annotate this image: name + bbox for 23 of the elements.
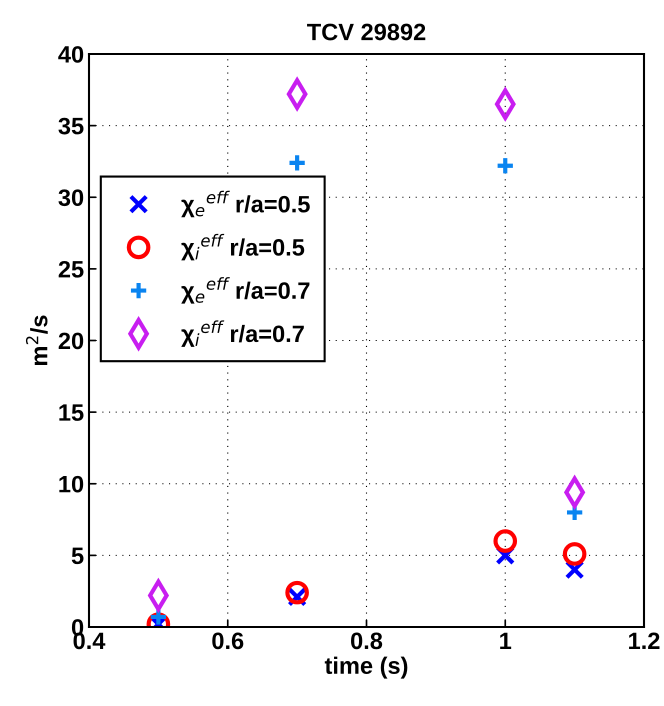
x-axis-title: time (s) xyxy=(324,656,408,679)
y-tick-label: 20 xyxy=(58,332,84,350)
y-tick-label: 5 xyxy=(72,548,84,564)
legend-label: χ$_{e}$$^{eff}$ r/a=0.5 xyxy=(181,190,310,218)
point xyxy=(496,156,515,176)
legend-label: χ$_{e}$$^{eff}$ r/a=0.7 xyxy=(181,277,310,304)
y-axis-title: m$^{2}$/s xyxy=(26,315,48,366)
x-tick-label: 1 xyxy=(500,632,512,649)
point xyxy=(285,580,309,604)
point xyxy=(493,529,518,553)
y-tick-label: 25 xyxy=(58,260,84,278)
y-tick-label: 10 xyxy=(59,476,84,493)
x-tick-label: 0.8 xyxy=(351,632,382,650)
legend-label: χ$_{i}$$^{eff}$ r/a=0.5 xyxy=(181,234,304,260)
y-tick-label: 35 xyxy=(58,118,84,134)
chart-title: TCV 29892 xyxy=(307,24,426,40)
x-tick-label: 0.6 xyxy=(212,632,244,650)
point xyxy=(562,542,586,566)
legend-label: χ$_{i}$$^{eff}$ r/a=0.7 xyxy=(181,320,304,347)
y-tick-label: 15 xyxy=(59,404,84,421)
y-tick-label: 30 xyxy=(58,189,84,206)
y-tick-label: 40 xyxy=(58,46,84,63)
x-tick-label: 1.2 xyxy=(629,632,660,649)
